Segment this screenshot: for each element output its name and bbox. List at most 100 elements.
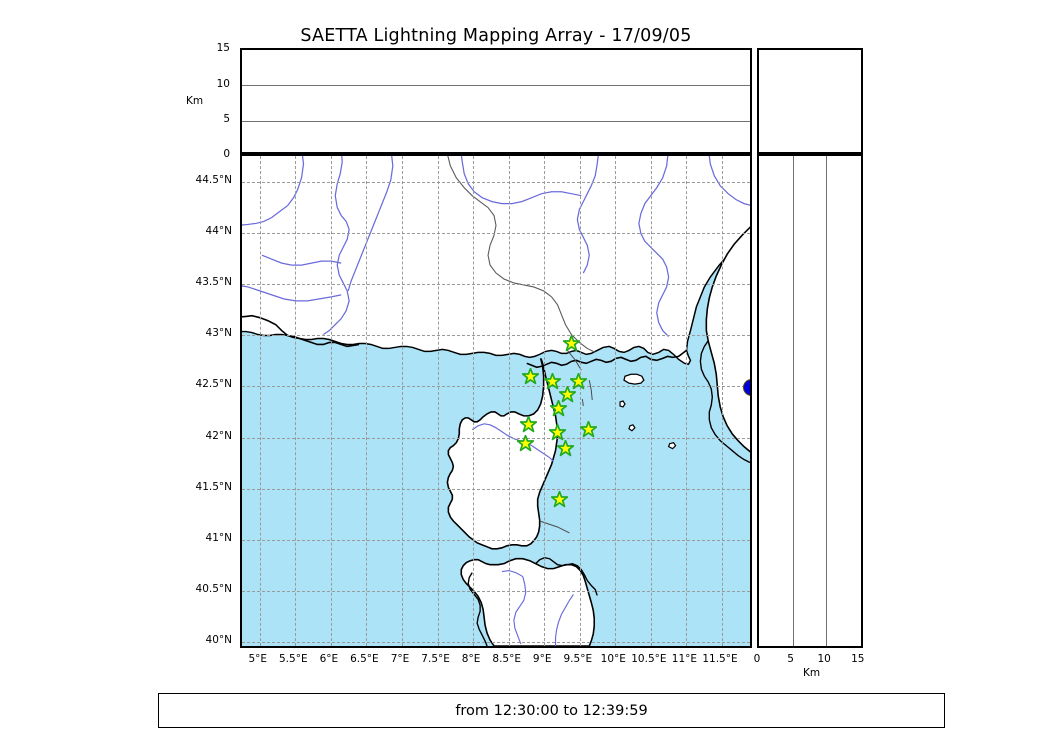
map-plot-area (242, 156, 750, 646)
sardinia-coastline-detail (535, 556, 598, 596)
lon-tick-5: 5°E (248, 653, 268, 665)
montecristo-island (628, 424, 636, 432)
corsica-landmass (446, 357, 559, 550)
lon-tick-6: 6°E (319, 653, 339, 665)
source-marker-source-01[interactable] (744, 379, 750, 395)
grid-lat-41 (242, 539, 750, 541)
station-marker-station-11[interactable] (557, 440, 575, 457)
grid-lat-44 (242, 232, 750, 234)
grid-lat-42 (242, 437, 750, 439)
range-gridline-10km (826, 156, 828, 646)
range-tick-15: 15 (851, 653, 865, 665)
grid-lat-43 (242, 335, 750, 337)
lon-tick-7: 7°E (390, 653, 410, 665)
coastline-detail-gulf-of-lion (242, 314, 360, 348)
altitude-axis-label: Km (186, 95, 204, 107)
station-marker-station-10[interactable] (517, 434, 535, 452)
station-marker-station-09[interactable] (548, 423, 566, 441)
station-marker-station-02[interactable] (521, 368, 539, 385)
lon-tick-10.5: 10.5°E (631, 653, 667, 665)
grid-lon-11.5 (722, 156, 723, 646)
grid-lat-44.5 (242, 181, 750, 183)
altitude-vs-longitude-panel[interactable] (240, 48, 752, 154)
grid-lat-40.5 (242, 591, 750, 592)
altitude-tick-10: 10 (216, 77, 230, 90)
grid-lon-6.5 (366, 156, 368, 646)
capraia-island (619, 400, 626, 408)
italian-coastline-detail (699, 340, 750, 464)
grid-lat-41.5 (242, 488, 750, 490)
lon-tick-7.5: 7.5°E (421, 653, 450, 665)
grid-lon-9.5 (579, 156, 581, 646)
lat-tick-44.5: 44.5°N (195, 173, 232, 186)
station-marker-station-06[interactable] (549, 400, 567, 417)
status-bar[interactable]: from 12:30:00 to 12:39:59 (158, 693, 945, 728)
geographic-map-panel[interactable] (240, 154, 752, 648)
lat-tick-43: 43°N (205, 327, 232, 340)
station-marker-station-12[interactable] (551, 491, 569, 508)
altitude-histogram-panel[interactable] (757, 48, 863, 154)
altitude-gridline-5km (242, 120, 750, 122)
lon-tick-8: 8°E (461, 653, 481, 665)
lon-tick-11: 11°E (671, 653, 698, 665)
lat-tick-40: 40°N (205, 634, 232, 647)
grid-lon-5.5 (295, 156, 297, 646)
station-marker-station-05[interactable] (559, 385, 577, 403)
station-marker-station-03[interactable] (544, 372, 562, 390)
grid-lon-11 (686, 156, 688, 646)
grid-lat-40 (242, 642, 750, 644)
political-borders-layer (447, 156, 596, 353)
lon-tick-9.5: 9.5°E (563, 653, 593, 665)
range-axis-label: Km (803, 667, 821, 679)
range-gridline-5km (792, 156, 794, 646)
station-marker-station-01[interactable] (562, 334, 580, 352)
lat-tick-44: 44°N (205, 224, 232, 237)
sardinia-landmass (460, 557, 596, 646)
grid-lon-9 (544, 156, 546, 646)
coastline-detail-riviera (526, 349, 687, 369)
giglio-island (667, 441, 677, 450)
lon-tick-5.5: 5.5°E (279, 653, 308, 665)
lat-tick-42: 42°N (205, 429, 232, 442)
station-marker-station-04[interactable] (569, 372, 587, 390)
grid-lon-6 (330, 156, 332, 646)
sardinia-rivers-layer (501, 570, 574, 646)
lon-tick-8.5: 8.5°E (492, 653, 521, 665)
grid-lat-42.5 (242, 386, 750, 388)
elba-island (623, 373, 645, 385)
status-bar-text: from 12:30:00 to 12:39:59 (455, 702, 648, 719)
altitude-tick-0: 0 (223, 148, 230, 160)
sardinia-west-coast-detail (467, 572, 488, 646)
grid-lon-10.5 (650, 156, 652, 646)
altitude-gridline-10km (242, 85, 750, 87)
data-markers-layer (242, 156, 750, 646)
grid-lon-7 (402, 156, 403, 646)
altitude-histogram-plot-area (759, 50, 861, 152)
offshore-contour-lines (539, 350, 593, 534)
range-tick-5: 5 (787, 653, 794, 665)
page-title: SAETTA Lightning Mapping Array - 17/09/0… (300, 26, 692, 46)
mainland-landmass (242, 156, 750, 366)
lat-tick-43.5: 43.5°N (195, 276, 232, 288)
grid-lon-10 (615, 156, 617, 646)
grid-lon-7.5 (437, 156, 439, 646)
altitude-tick-5: 5 (223, 113, 230, 125)
lat-tick-40.5: 40.5°N (195, 583, 232, 595)
altitude-vs-longitude-plot-area (242, 50, 750, 152)
station-marker-station-07[interactable] (520, 416, 538, 433)
altitude-tick-15: 15 (216, 42, 230, 54)
lon-tick-10: 10°E (600, 653, 626, 665)
grid-lon-5 (259, 156, 261, 646)
lat-tick-42.5: 42.5°N (195, 378, 232, 391)
altitude-vs-latitude-panel[interactable] (757, 154, 863, 648)
altitude-vs-latitude-plot-area (759, 156, 861, 646)
range-tick-10: 10 (817, 653, 831, 665)
range-tick-0: 0 (753, 653, 761, 665)
station-marker-station-08[interactable] (579, 420, 597, 438)
coastline-and-rivers-vector (242, 156, 750, 646)
lat-tick-41: 41°N (205, 531, 232, 544)
lon-tick-9: 9°E (532, 653, 552, 665)
grid-lon-8 (473, 156, 475, 646)
grid-lat-43.5 (242, 284, 750, 285)
